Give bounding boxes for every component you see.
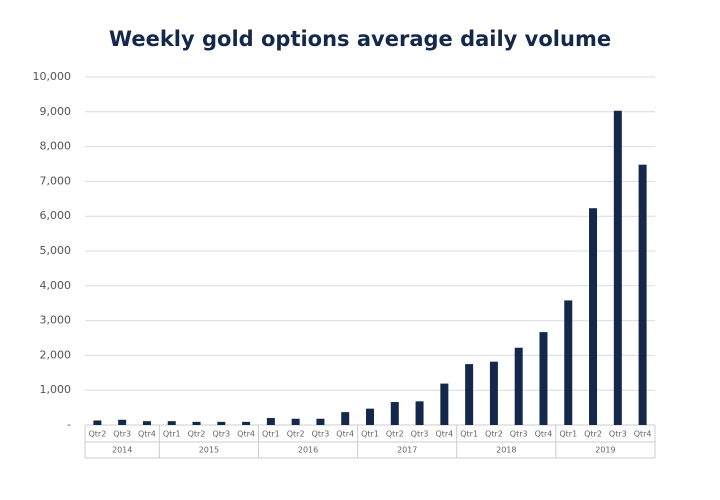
bar [366, 408, 374, 425]
y-tick-label: - [67, 418, 71, 431]
bar [341, 412, 350, 425]
bar [539, 332, 548, 425]
bar [118, 419, 127, 425]
bar [440, 383, 449, 425]
bar [242, 421, 251, 425]
bar [465, 364, 474, 425]
bar [514, 347, 523, 425]
x-tick-label: Qtr3 [510, 430, 528, 439]
x-tick-label: Qtr3 [312, 430, 330, 439]
bar [489, 361, 498, 425]
x-group-label: 2018 [496, 446, 516, 455]
x-tick-label: Qtr2 [485, 430, 503, 439]
x-tick-label: Qtr4 [535, 430, 553, 439]
x-tick-label: Qtr2 [188, 430, 206, 439]
y-tick-label: 9,000 [40, 105, 72, 118]
bar [390, 402, 399, 425]
y-tick-label: 1,000 [40, 383, 72, 396]
bar [266, 418, 275, 425]
x-tick-label: Qtr4 [336, 430, 354, 439]
bar [93, 420, 102, 425]
bar [192, 421, 201, 425]
bar [217, 421, 226, 425]
y-tick-label: 4,000 [40, 279, 72, 292]
x-tick-label: Qtr1 [559, 430, 577, 439]
chart-title: Weekly gold options average daily volume [109, 27, 611, 51]
y-tick-label: 10,000 [33, 70, 72, 83]
x-tick-label: Qtr3 [212, 430, 230, 439]
x-tick-label: Qtr3 [113, 430, 131, 439]
x-tick-label: Qtr1 [262, 430, 280, 439]
x-group-label: 2017 [397, 446, 417, 455]
x-tick-label: Qtr3 [411, 430, 429, 439]
bar [589, 208, 598, 425]
bar [564, 300, 573, 425]
bar [316, 418, 325, 425]
x-group-label: 2014 [112, 446, 132, 455]
y-tick-label: 6,000 [40, 209, 72, 222]
bar [167, 421, 176, 425]
bar [415, 401, 424, 425]
x-tick-label: Qtr2 [88, 430, 106, 439]
x-group-label: 2015 [199, 446, 219, 455]
bar [613, 110, 622, 426]
x-tick-label: Qtr1 [163, 430, 181, 439]
x-tick-label: Qtr1 [361, 430, 379, 439]
x-tick-label: Qtr4 [634, 430, 652, 439]
x-tick-label: Qtr4 [237, 430, 255, 439]
bar [142, 421, 151, 425]
x-tick-label: Qtr3 [609, 430, 627, 439]
x-tick-label: Qtr2 [287, 430, 305, 439]
y-tick-label: 2,000 [40, 348, 72, 361]
x-tick-label: Qtr2 [584, 430, 602, 439]
bar [638, 164, 647, 426]
y-tick-label: 5,000 [40, 244, 72, 257]
y-tick-label: 3,000 [40, 314, 72, 327]
y-tick-label: 7,000 [40, 174, 72, 187]
x-group-label: 2016 [298, 446, 318, 455]
x-tick-label: Qtr2 [386, 430, 404, 439]
bar [291, 418, 300, 425]
x-tick-label: Qtr1 [460, 430, 478, 439]
x-tick-label: Qtr4 [138, 430, 156, 439]
x-group-label: 2019 [595, 446, 615, 455]
y-tick-label: 8,000 [40, 140, 72, 153]
x-tick-label: Qtr4 [435, 430, 453, 439]
